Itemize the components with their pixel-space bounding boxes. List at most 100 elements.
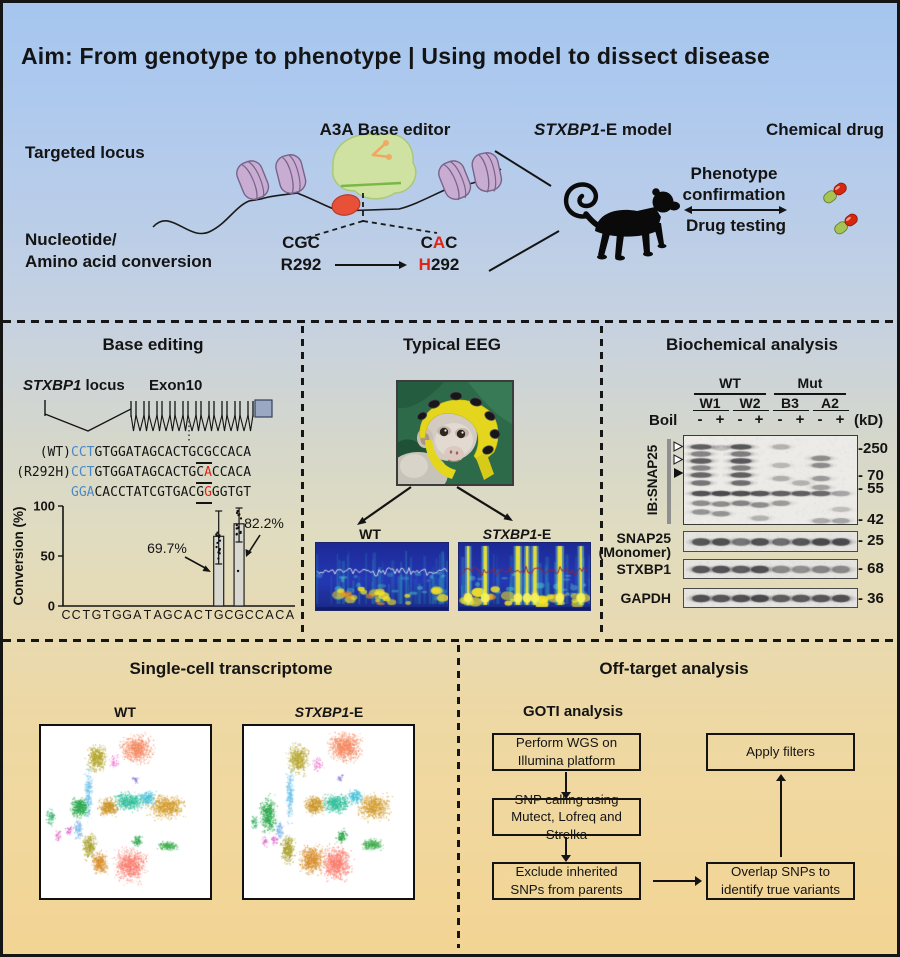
eeg-monkey-photo xyxy=(388,380,514,496)
boil-sign: - xyxy=(817,411,823,428)
svg-text:C: C xyxy=(194,608,203,622)
sample-w2-line xyxy=(733,410,769,411)
sample-a2: A2 xyxy=(821,395,839,411)
base-editing-title: Base editing xyxy=(102,335,204,354)
svg-text:Conversion (%): Conversion (%) xyxy=(11,506,26,605)
goti-analysis-label: GOTI analysis xyxy=(523,703,624,720)
flow-box-overlap-snps: Overlap SNPs to identify true variants xyxy=(706,862,855,900)
monkey-silhouette-icon xyxy=(563,182,680,261)
sequence-line: (R292H) CCT GTGGATAGCACTG C A CCACA xyxy=(13,464,299,484)
marker-70: - 70 xyxy=(858,467,884,484)
phenotype-confirmation-label2: confirmation xyxy=(682,185,786,204)
panel-divider xyxy=(457,645,460,948)
svg-text:C: C xyxy=(275,608,284,622)
svg-text:C: C xyxy=(255,608,264,622)
marker-68: - 68 xyxy=(858,560,884,577)
gene-structure-diagram xyxy=(44,399,273,442)
svg-text:50: 50 xyxy=(41,549,55,564)
snap25-western-blot xyxy=(683,435,858,525)
umap-mut-plot xyxy=(242,724,415,900)
typical-eeg-title: Typical EEG xyxy=(403,335,501,354)
base-editor-icon xyxy=(331,132,417,200)
svg-text:T: T xyxy=(83,608,91,622)
panel-divider xyxy=(600,326,603,635)
svg-text:0: 0 xyxy=(48,599,55,614)
eeg-mut-label: STXBP1-E xyxy=(482,526,552,542)
svg-text:A: A xyxy=(133,608,142,622)
svg-text:G: G xyxy=(112,608,122,622)
band-arrowheads xyxy=(673,441,684,478)
svg-text:A: A xyxy=(265,608,274,622)
stxbp1-label: STXBP1 xyxy=(616,561,671,577)
stxbp1-blot xyxy=(683,559,858,579)
eeg-wt-label: WT xyxy=(359,526,381,542)
gapdh-label: GAPDH xyxy=(620,590,671,606)
genotype-to-phenotype-diagram xyxy=(152,132,858,272)
capsule-icon xyxy=(823,182,847,204)
umap-mut-label: STXBP1-E xyxy=(294,704,364,720)
sequence-line: GGA CACCTATCGTGAC G G GGTGT xyxy=(13,484,299,504)
snap25-label: SNAP25 xyxy=(616,530,671,546)
codon-mut: CAC xyxy=(420,233,458,252)
svg-text:82.2%: 82.2% xyxy=(244,515,284,531)
boil-sign: - xyxy=(777,411,783,428)
section-divider xyxy=(3,320,897,323)
snap25-monomer-blot xyxy=(683,531,858,552)
chemical-drug-label: Chemical drug xyxy=(765,120,885,139)
drug-testing-label: Drug testing xyxy=(685,216,787,235)
svg-text:C: C xyxy=(173,608,182,622)
svg-text:69.7%: 69.7% xyxy=(147,540,187,556)
svg-text:G: G xyxy=(234,608,244,622)
svg-text:G: G xyxy=(92,608,102,622)
nucleosome-icon xyxy=(272,151,310,198)
nucleosome-icon xyxy=(434,156,476,205)
flow-box-exclude-snps: Exclude inherited SNPs from parents xyxy=(492,862,641,900)
conversion-label-line2: Amino acid conversion xyxy=(25,252,213,271)
wt-eeg-spectrogram xyxy=(315,542,449,611)
eeg-pointer-arrows xyxy=(357,486,513,525)
group-wt-label: WT xyxy=(719,375,741,391)
sample-w1: W1 xyxy=(699,395,721,411)
sequence-alignment: (WT) CCT GTGGATAGCACTG CG CCACA (R292H) CCT GTG… xyxy=(13,444,299,504)
boil-sign: - xyxy=(737,411,743,428)
marker-42: - 42 xyxy=(858,511,884,528)
marker-25: - 25 xyxy=(858,532,884,549)
monkey-with-eeg-cap xyxy=(388,382,512,496)
aa-mut: H292 xyxy=(418,255,460,274)
svg-text:C: C xyxy=(72,608,81,622)
blot-bracket xyxy=(667,439,671,524)
targeted-locus-label: Targeted locus xyxy=(25,143,145,162)
a3a-base-editor-label: A3A Base editor xyxy=(319,120,451,139)
sample-w2: W2 xyxy=(739,395,761,411)
svg-text:G: G xyxy=(214,608,224,622)
svg-text:T: T xyxy=(205,608,213,622)
boil-sign: + xyxy=(715,411,725,428)
marker-250: -250 xyxy=(858,440,889,457)
stxbp1e-eeg-spectrogram xyxy=(458,542,591,611)
boil-sign: + xyxy=(754,411,764,428)
svg-text:T: T xyxy=(103,608,111,622)
group-mut-line xyxy=(774,393,846,395)
stxbp1-locus-label: STXBP1 locus xyxy=(23,377,125,394)
flowchart-arrows xyxy=(561,772,786,886)
svg-text:A: A xyxy=(184,608,193,622)
svg-text:C: C xyxy=(245,608,254,622)
svg-text:A: A xyxy=(286,608,295,622)
boil-label: Boil xyxy=(649,412,678,429)
boil-sign: + xyxy=(835,411,845,428)
section-divider xyxy=(3,639,897,642)
umap-wt-plot xyxy=(39,724,212,900)
sample-b3-line xyxy=(773,410,809,411)
marker-55: - 55 xyxy=(858,480,884,497)
group-wt-line xyxy=(694,393,766,395)
svg-text:C: C xyxy=(224,608,233,622)
codon-wt: CGC xyxy=(282,233,320,252)
svg-text:A: A xyxy=(153,608,162,622)
svg-text:G: G xyxy=(122,608,132,622)
gapdh-blot xyxy=(683,588,858,608)
flow-box-wgs: Perform WGS on Illumina platform xyxy=(492,733,641,771)
boil-sign: + xyxy=(795,411,805,428)
main-title: Aim: From genotype to phenotype | Using … xyxy=(21,43,770,69)
